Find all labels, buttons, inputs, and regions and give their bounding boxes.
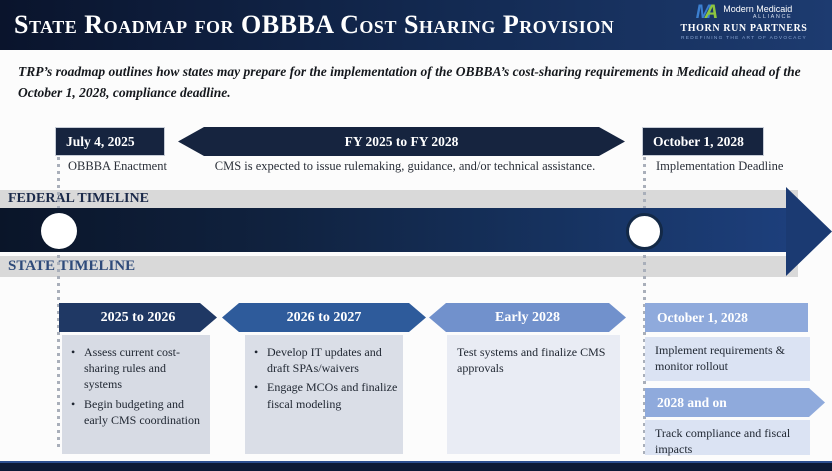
intro-paragraph: TRP’s roadmap outlines how states may pr… — [18, 64, 801, 100]
state-timeline-band: STATE TIMELINE — [0, 256, 798, 277]
modern-medicaid-logo: MA Modern Medicaid ALLIANCE — [696, 3, 793, 22]
caption-cms-guidance: CMS is expected to issue rulemaking, gui… — [214, 159, 596, 173]
phase-box-october-2028: Implement requirements & monitor rollout — [645, 337, 810, 381]
thorn-run-partners-logo: THORN RUN PARTNERS — [680, 23, 808, 34]
header-bar: State Roadmap for OBBBA Cost Sharing Pro… — [0, 0, 832, 50]
brand-text: Modern Medicaid ALLIANCE — [723, 4, 792, 21]
phase-header-2025-2026: 2025 to 2026 — [59, 303, 217, 332]
phase-box-early-2028: Test systems and finalize CMS approvals — [447, 335, 620, 454]
timeline-node-enactment — [41, 213, 77, 249]
ma-monogram-icon: MA — [695, 2, 719, 23]
timeline-node-deadline — [626, 213, 663, 250]
fy-span-band: FY 2025 to FY 2028 — [178, 127, 625, 156]
milestone-july-2025: July 4, 2025 — [55, 127, 165, 156]
milestone-october-2028: October 1, 2028 — [642, 127, 764, 156]
list-item: Begin budgeting and early CMS coordinati… — [66, 396, 206, 428]
phase-text-2028-and-on: Track compliance and fiscal impacts — [655, 426, 791, 457]
caption-implementation-deadline: Implementation Deadline — [656, 159, 784, 173]
federal-timeline-label: FEDERAL TIMELINE — [8, 191, 149, 206]
federal-timeline-band: FEDERAL TIMELINE — [0, 190, 798, 208]
phase-box-2026-2027: Develop IT updates and draft SPAs/waiver… — [245, 335, 403, 454]
list-item: Develop IT updates and draft SPAs/waiver… — [249, 344, 399, 376]
federal-timeline-arrow-body — [0, 208, 790, 252]
brand-name: Modern Medicaid — [723, 4, 793, 14]
footer-bar — [0, 461, 832, 471]
phase-header-2028-and-on: 2028 and on — [645, 388, 825, 417]
list-item: Engage MCOs and finalize fiscal modeling — [249, 379, 399, 411]
phase-header-october-2028: October 1, 2028 — [645, 303, 808, 332]
phase-box-2025-2026: Assess current cost-sharing rules and sy… — [62, 335, 210, 454]
phase-text-early-2028: Test systems and finalize CMS approvals — [457, 345, 606, 376]
phase-box-2028-and-on: Track compliance and fiscal impacts — [645, 420, 810, 457]
dotted-guide-right — [643, 157, 646, 455]
caption-obbba-enactment: OBBBA Enactment — [68, 159, 167, 173]
dotted-guide-left — [57, 157, 60, 450]
phase-text-october-2028: Implement requirements & monitor rollout — [655, 343, 785, 374]
list-item: Assess current cost-sharing rules and sy… — [66, 344, 206, 393]
logo-block: MA Modern Medicaid ALLIANCE THORN RUN PA… — [664, 3, 824, 42]
partner-tagline: REDEFINING THE ART OF ADVOCACY — [681, 36, 807, 41]
phase-list-2026-2027: Develop IT updates and draft SPAs/waiver… — [249, 344, 399, 412]
phase-header-2026-2027: 2026 to 2027 — [222, 303, 426, 332]
phase-header-early-2028: Early 2028 — [429, 303, 626, 332]
page-title: State Roadmap for OBBBA Cost Sharing Pro… — [14, 10, 615, 39]
brand-alliance: ALLIANCE — [752, 14, 793, 20]
state-timeline-label: STATE TIMELINE — [8, 258, 136, 274]
federal-timeline-arrowhead-icon — [786, 187, 832, 276]
phase-list-2025-2026: Assess current cost-sharing rules and sy… — [66, 344, 206, 428]
